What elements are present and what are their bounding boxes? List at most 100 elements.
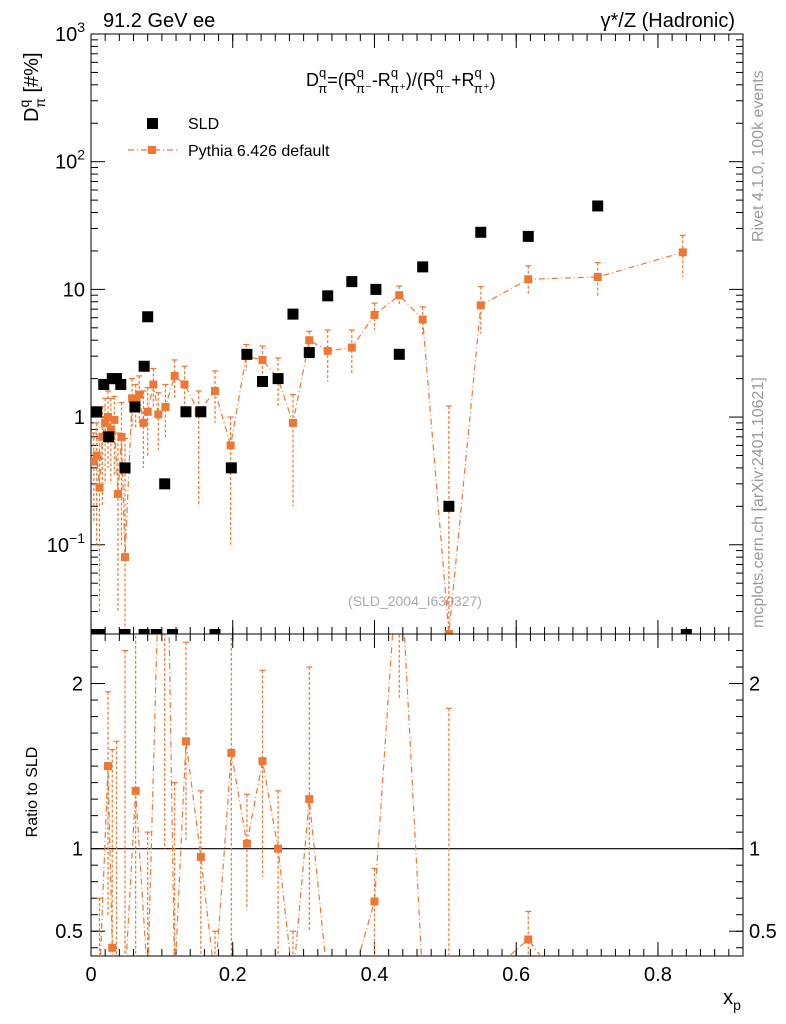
sld-point bbox=[322, 290, 334, 302]
pythia-point bbox=[91, 457, 98, 466]
y-tick-label: 10 bbox=[63, 279, 85, 301]
pythia-point bbox=[139, 418, 148, 427]
pythia-point bbox=[418, 315, 427, 324]
sld-point bbox=[115, 378, 127, 390]
pythia-point bbox=[370, 310, 379, 319]
sld-point bbox=[287, 308, 299, 320]
pythia-point bbox=[104, 413, 113, 422]
pythia-point bbox=[347, 343, 356, 352]
ratio-point bbox=[161, 349, 169, 357]
sld-point-offscale bbox=[209, 629, 221, 634]
pythia-point bbox=[110, 415, 119, 424]
x-tick-label: 0 bbox=[85, 964, 96, 986]
pythia-point bbox=[161, 402, 170, 411]
pythia-point bbox=[106, 425, 115, 434]
ratio-point bbox=[524, 935, 533, 944]
ratio-point bbox=[395, 531, 403, 539]
ratio-y-tick-label-right: 2 bbox=[749, 674, 760, 696]
ratio-point bbox=[108, 943, 117, 952]
sld-point bbox=[393, 348, 405, 360]
header-energy-label: 91.2 GeV ee bbox=[103, 10, 215, 32]
pythia-point bbox=[593, 273, 602, 282]
ratio-point bbox=[445, 977, 453, 985]
sld-point bbox=[111, 373, 123, 385]
legend: SLD Pythia 6.426 default bbox=[128, 116, 330, 160]
sld-point bbox=[241, 348, 253, 360]
sld-point-offscale bbox=[150, 629, 162, 634]
ratio-y-tick-label-left: 1 bbox=[72, 839, 83, 861]
rivet-version-label: Rivet 4.1.0, 100k events bbox=[750, 70, 767, 242]
pythia-point bbox=[117, 432, 126, 441]
legend-pythia-marker bbox=[148, 146, 156, 154]
pythia-point bbox=[678, 248, 687, 257]
pythia-series-line bbox=[93, 251, 683, 634]
pythia-point bbox=[170, 371, 179, 380]
sld-point bbox=[272, 373, 284, 385]
sld-point bbox=[129, 401, 141, 413]
ratio-y-tick-label-left: 2 bbox=[72, 674, 83, 696]
ratio-point bbox=[211, 977, 219, 985]
pythia-point bbox=[95, 483, 104, 492]
legend-sld-marker bbox=[147, 118, 158, 129]
sld-point bbox=[142, 311, 154, 323]
pythia-point bbox=[444, 630, 453, 634]
sld-point-offscale bbox=[119, 629, 131, 634]
ratio-point bbox=[274, 844, 283, 853]
ratio-point bbox=[196, 852, 205, 861]
ratio-point bbox=[171, 977, 179, 985]
y-tick-label: 102 bbox=[55, 147, 85, 174]
ratio-data-marks bbox=[91, 349, 743, 985]
sld-point bbox=[119, 462, 131, 474]
pythia-point bbox=[135, 390, 144, 399]
ratio-point bbox=[289, 977, 297, 985]
pythia-point bbox=[258, 355, 267, 364]
y-tick-label: 103 bbox=[55, 19, 85, 46]
main-axis-ticks: 10−1 1 10 102 103 bbox=[47, 19, 743, 635]
ratio-point bbox=[477, 977, 485, 985]
x-tick-label: 0.6 bbox=[502, 964, 530, 986]
sld-point bbox=[443, 500, 455, 512]
ratio-point bbox=[104, 762, 113, 771]
ratio-point bbox=[419, 977, 427, 985]
ratio-point bbox=[121, 977, 129, 985]
ratio-point bbox=[144, 977, 152, 985]
pythia-point bbox=[226, 441, 235, 450]
sld-point bbox=[346, 276, 358, 288]
sld-point bbox=[370, 283, 382, 295]
x-tick-label: 0.2 bbox=[219, 964, 247, 986]
pythia-point bbox=[524, 275, 533, 284]
ratio-point bbox=[258, 757, 267, 766]
ratio-y-tick-label-left: 0.5 bbox=[55, 921, 83, 943]
x-axis-label: xp bbox=[723, 987, 741, 1013]
main-y-axis-label: Dqπ [#%] bbox=[16, 53, 48, 123]
pythia-point bbox=[143, 407, 152, 416]
sld-point bbox=[159, 478, 171, 490]
y-tick-label: 10−1 bbox=[47, 530, 85, 557]
sld-point bbox=[225, 462, 237, 474]
sld-point bbox=[195, 406, 207, 418]
pythia-point bbox=[180, 380, 189, 389]
ratio-point bbox=[305, 795, 314, 804]
ratio-point bbox=[242, 839, 251, 848]
ratio-point bbox=[131, 786, 140, 795]
ratio-point bbox=[227, 748, 236, 757]
pythia-point bbox=[305, 336, 314, 345]
ratio-axis-ticks: 0.5 0.5 1 1 2 2 0 0.2 0.4 0.6 0.8 bbox=[55, 634, 777, 986]
sld-point bbox=[303, 347, 315, 359]
main-panel: (SLD_2004_I630327) Dq π=(Rq π⁻-Rq π⁺)/(Rq π⁻… bbox=[16, 19, 744, 635]
sld-point bbox=[138, 360, 150, 372]
pythia-point bbox=[211, 386, 220, 395]
sld-point bbox=[98, 378, 110, 390]
pythia-point bbox=[98, 432, 107, 441]
pythia-point bbox=[288, 418, 297, 427]
ratio-y-tick-label-right: 1 bbox=[749, 839, 760, 861]
ratio-series-line bbox=[99, 634, 542, 956]
ratio-frame bbox=[90, 633, 744, 957]
pythia-point bbox=[113, 489, 122, 498]
pythia-point bbox=[323, 346, 332, 355]
pythia-point bbox=[395, 291, 404, 300]
sld-point bbox=[180, 406, 192, 418]
sld-point bbox=[257, 375, 269, 387]
formula: Dq π=(Rq π⁻-Rq π⁺)/(Rq π⁻+Rq π⁺) bbox=[306, 65, 496, 96]
